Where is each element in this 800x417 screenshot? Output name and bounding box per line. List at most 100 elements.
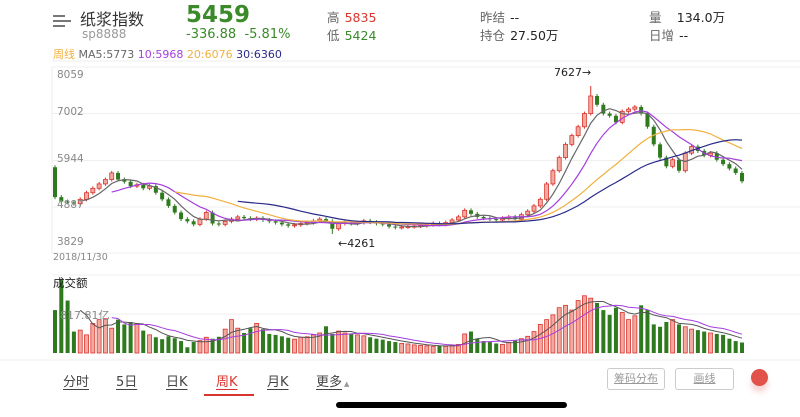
volume-bar — [727, 338, 732, 353]
home-indicator[interactable] — [336, 402, 567, 408]
tab-5day[interactable]: 5日 — [116, 375, 138, 390]
candle-up — [235, 216, 241, 220]
candle-down — [153, 186, 158, 193]
low-value: 5424 — [344, 28, 377, 43]
candle-down — [141, 184, 146, 189]
ma5-value: MA5:5773 — [78, 48, 135, 61]
candle-up — [670, 159, 676, 167]
tab-monthly-k[interactable]: 月K — [267, 375, 289, 390]
high-value: 5835 — [344, 10, 377, 25]
volume-bar — [336, 330, 342, 354]
tab-intraday[interactable]: 分时 — [63, 375, 90, 390]
y-tick-0: 8059 — [57, 69, 84, 81]
candle-down — [613, 115, 618, 123]
volume-bar — [210, 338, 215, 353]
ma20-value: 20:6076 — [186, 48, 233, 61]
candle-up — [582, 113, 587, 128]
max-annotation: 7627→ — [554, 66, 592, 79]
volume-bar — [708, 332, 713, 354]
volume-bar — [216, 336, 221, 353]
low-label: 低 — [327, 28, 340, 43]
volume-bar — [361, 335, 367, 354]
volume-bar — [449, 344, 455, 354]
open-interest-label: 持仓 — [480, 28, 506, 43]
volume-bar — [147, 334, 152, 354]
candle-down — [242, 216, 247, 219]
candle-down — [122, 179, 127, 182]
candle-up — [537, 198, 543, 207]
candle-up — [84, 192, 89, 200]
menu-icon[interactable] — [53, 13, 71, 27]
candle-down — [71, 202, 76, 204]
open-interest-value: 27.50万 — [510, 28, 559, 43]
candle-up — [90, 187, 96, 194]
candle-up — [626, 108, 631, 112]
volume-bar — [626, 319, 631, 354]
volume-bar — [342, 332, 348, 354]
volume-bar — [506, 342, 512, 354]
last-price: 5459 — [186, 2, 251, 28]
volume-bar — [721, 334, 726, 353]
volume-bar — [494, 343, 499, 353]
volume-bar — [443, 345, 449, 354]
candle-up — [399, 226, 405, 229]
min-annotation: ←4261 — [338, 237, 376, 250]
volume-bar — [531, 331, 537, 354]
candle-down — [279, 222, 284, 225]
volume-bar — [179, 341, 184, 353]
volume-bar — [203, 336, 209, 354]
active-tab-indicator — [204, 394, 254, 396]
ma-legend: 周线 MA5:5773 10:5968 20:6076 30:6360 — [53, 46, 282, 62]
volume-bar — [500, 344, 505, 354]
record-dot-button[interactable] — [751, 369, 768, 386]
draw-line-button[interactable]: 画线 — [675, 368, 734, 390]
tab-daily-k[interactable]: 日K — [166, 375, 188, 390]
volume-bar — [645, 310, 650, 353]
volume-bar — [569, 309, 575, 354]
volume-bar — [330, 333, 335, 353]
volume-bar — [733, 341, 738, 353]
chip-distribution-button[interactable]: 筹码分布 — [607, 368, 665, 390]
volume-bar — [53, 310, 57, 353]
candle-up — [575, 126, 581, 136]
volume-bar — [607, 314, 612, 353]
change-percent: -5.81% — [244, 27, 291, 42]
candle-up — [336, 223, 342, 230]
change-value: -336.88 — [186, 27, 237, 42]
volume-tick: 817.81亿 — [60, 309, 110, 322]
tab-more[interactable]: 更多 ▲ — [316, 371, 349, 390]
volume-bar — [304, 336, 310, 354]
prev-settle-label: 昨结 — [480, 10, 506, 25]
candle-down — [387, 224, 392, 227]
volume-bar — [116, 319, 121, 353]
candle-down — [733, 168, 738, 173]
volume-bar — [418, 344, 423, 354]
candle-down — [53, 167, 57, 198]
volume-bar — [172, 338, 177, 353]
volume-bar — [399, 343, 405, 354]
volume-bar — [405, 343, 411, 354]
volume-bar — [374, 338, 379, 353]
volume-bar — [525, 335, 531, 354]
candle-up — [203, 212, 209, 220]
ma30-value: 30:6360 — [236, 48, 282, 61]
daily-add-label: 日增 — [649, 28, 675, 43]
candle-up — [556, 157, 562, 172]
volume-bar — [103, 318, 108, 354]
volume-ma10-line — [111, 304, 743, 346]
volume-bar — [595, 302, 600, 353]
volume-bar — [651, 324, 656, 353]
volume-bar — [96, 319, 102, 354]
volume-bar — [122, 324, 127, 353]
open-interest-stat: 持仓 27.50万 — [480, 25, 558, 44]
candle-down — [166, 199, 171, 206]
prev-settle-value: -- — [510, 10, 520, 25]
volume-bar — [298, 336, 304, 354]
volume-bar — [197, 340, 203, 354]
ma30-line — [237, 139, 743, 225]
contract-title: 纸浆指数 — [80, 10, 145, 29]
y-tick-4: 3829 — [57, 236, 84, 248]
tab-weekly-k[interactable]: 周K — [216, 375, 238, 390]
candle-down — [740, 172, 744, 182]
